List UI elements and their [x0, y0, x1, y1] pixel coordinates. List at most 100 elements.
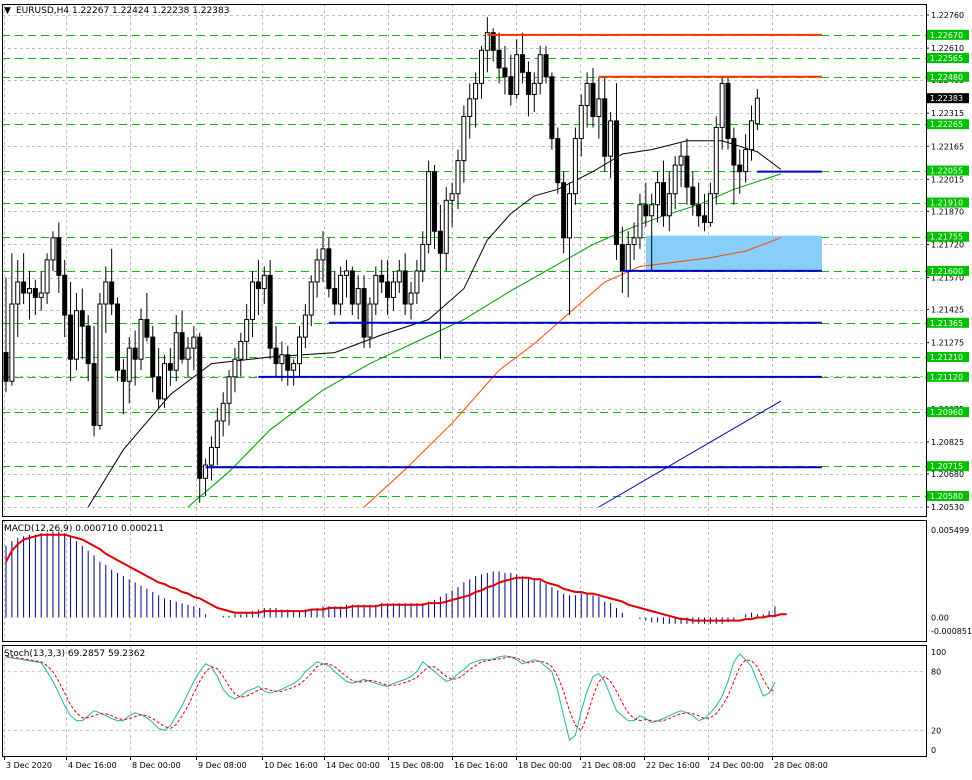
candle[interactable] — [115, 297, 121, 382]
candle[interactable] — [9, 253, 15, 386]
candle[interactable] — [85, 315, 91, 382]
candle[interactable] — [179, 310, 185, 364]
candle[interactable] — [21, 253, 27, 305]
candle[interactable] — [484, 17, 490, 73]
candle[interactable] — [62, 259, 68, 338]
candle[interactable] — [355, 275, 361, 320]
candle[interactable] — [684, 138, 690, 205]
candle[interactable] — [302, 304, 308, 349]
candle[interactable] — [361, 275, 367, 349]
candle[interactable] — [690, 171, 696, 216]
candle[interactable] — [432, 165, 438, 249]
candle[interactable] — [602, 76, 608, 172]
candle[interactable] — [103, 266, 109, 333]
candle[interactable] — [725, 76, 731, 150]
candle[interactable] — [490, 28, 496, 62]
candle[interactable] — [713, 116, 719, 205]
candle[interactable] — [608, 112, 614, 179]
symbol-header-arrow[interactable]: ▼ — [4, 6, 11, 16]
candle[interactable] — [549, 72, 555, 150]
candle[interactable] — [584, 72, 590, 128]
candles[interactable] — [3, 17, 760, 503]
candle[interactable] — [402, 253, 408, 316]
candle[interactable] — [719, 76, 725, 150]
candle[interactable] — [297, 326, 302, 377]
candle[interactable] — [520, 32, 526, 84]
candle[interactable] — [754, 89, 760, 131]
candle[interactable] — [561, 171, 567, 254]
candle[interactable] — [232, 348, 238, 393]
candle[interactable] — [449, 182, 455, 227]
candle[interactable] — [343, 259, 349, 298]
candle[interactable] — [150, 326, 156, 393]
candle[interactable] — [132, 330, 138, 386]
candle[interactable] — [120, 359, 126, 415]
candle[interactable] — [531, 72, 537, 113]
candle[interactable] — [655, 171, 661, 223]
candle[interactable] — [50, 231, 56, 271]
candle[interactable] — [244, 304, 250, 360]
candle[interactable] — [731, 127, 737, 205]
candle[interactable] — [373, 266, 379, 316]
candle[interactable] — [437, 204, 443, 360]
candle[interactable] — [220, 392, 226, 437]
candle[interactable] — [349, 266, 355, 316]
candle[interactable] — [414, 259, 420, 305]
candle[interactable] — [426, 160, 432, 254]
candle[interactable] — [420, 231, 426, 282]
candle[interactable] — [250, 270, 256, 338]
candle[interactable] — [643, 182, 649, 227]
candle[interactable] — [68, 281, 74, 382]
candle[interactable] — [32, 279, 38, 316]
candle[interactable] — [97, 292, 103, 430]
candle[interactable] — [707, 182, 713, 227]
candle[interactable] — [314, 248, 320, 298]
candle[interactable] — [15, 259, 21, 338]
candle[interactable] — [467, 83, 473, 139]
candle[interactable] — [197, 332, 203, 503]
candle[interactable] — [156, 348, 162, 408]
candle[interactable] — [613, 83, 619, 260]
candle[interactable] — [326, 237, 332, 298]
candle[interactable] — [238, 332, 244, 377]
candle[interactable] — [291, 359, 297, 386]
candle[interactable] — [191, 326, 197, 371]
candle[interactable] — [38, 270, 44, 311]
candle[interactable] — [461, 105, 467, 183]
candle[interactable] — [320, 231, 326, 282]
candle[interactable] — [496, 32, 502, 84]
candle[interactable] — [208, 436, 214, 481]
candle[interactable] — [255, 259, 261, 316]
candle[interactable] — [543, 45, 549, 84]
candle[interactable] — [743, 134, 749, 183]
candle[interactable] — [637, 193, 643, 249]
candle[interactable] — [56, 222, 62, 293]
candle[interactable] — [514, 39, 520, 99]
candle[interactable] — [308, 275, 314, 327]
candle[interactable] — [748, 105, 754, 161]
candle[interactable] — [73, 292, 79, 371]
candle[interactable] — [261, 266, 267, 305]
candle[interactable] — [214, 407, 220, 466]
candle[interactable] — [537, 45, 543, 95]
candle[interactable] — [173, 315, 179, 382]
candle[interactable] — [226, 370, 232, 426]
drawn-levels[interactable] — [205, 33, 822, 469]
candle[interactable] — [672, 156, 678, 210]
candle[interactable] — [649, 193, 655, 271]
candle[interactable] — [396, 259, 402, 293]
candle[interactable] — [678, 142, 684, 188]
candle[interactable] — [44, 253, 50, 305]
candle[interactable] — [596, 76, 602, 139]
candle[interactable] — [443, 187, 449, 271]
candle[interactable] — [3, 277, 9, 393]
candle[interactable] — [666, 171, 672, 232]
candle[interactable] — [473, 72, 479, 128]
candle[interactable] — [379, 259, 385, 293]
candle[interactable] — [508, 54, 514, 106]
candle[interactable] — [185, 337, 191, 377]
candle[interactable] — [567, 182, 573, 316]
candle[interactable] — [660, 160, 666, 227]
